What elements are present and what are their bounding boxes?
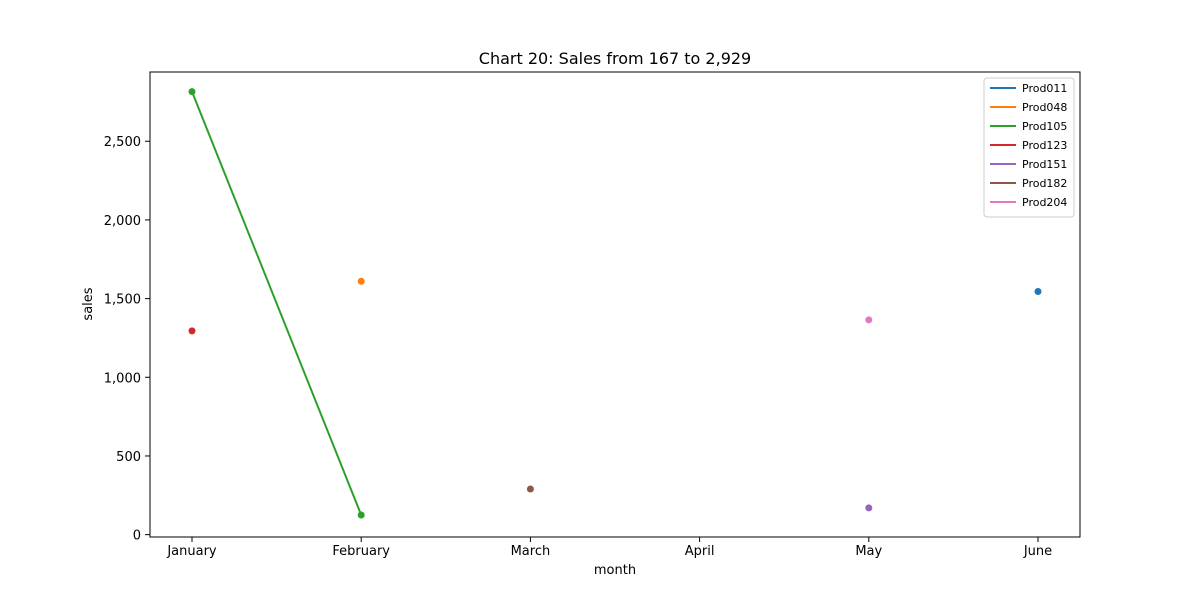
y-tick-label: 500: [116, 450, 141, 465]
legend-label: Prod011: [1022, 82, 1067, 95]
data-point-prod151: [865, 504, 873, 512]
chart-title: Chart 20: Sales from 167 to 2,929: [479, 49, 751, 68]
y-axis: 0 500 1,000 1,500 2,000 2,500: [104, 135, 150, 544]
y-tick-label: 1,500: [104, 293, 141, 308]
y-tick-label: 2,000: [104, 214, 141, 229]
data-point-prod204: [865, 316, 873, 324]
legend-label: Prod048: [1022, 101, 1067, 114]
x-tick-label: February: [332, 544, 390, 559]
x-tick-label: January: [166, 544, 217, 559]
data-point-prod105: [188, 88, 196, 96]
legend-label: Prod204: [1022, 196, 1067, 209]
x-tick-label: April: [685, 544, 715, 559]
y-tick-label: 0: [133, 529, 141, 544]
y-tick-label: 1,000: [104, 371, 141, 386]
plot-frame: [149, 71, 1081, 538]
x-axis: January February March April May June: [166, 537, 1052, 559]
legend-label: Prod182: [1022, 177, 1067, 190]
legend-label: Prod123: [1022, 139, 1067, 152]
legend: Prod011 Prod048 Prod105 Prod123 Prod151 Prod1…: [983, 77, 1075, 218]
data-point-prod105: [357, 511, 365, 519]
legend-label: Prod105: [1022, 120, 1067, 133]
series-layer: [188, 88, 1042, 519]
data-point-prod182: [526, 485, 534, 493]
series-line-prod105: [191, 91, 363, 516]
legend-label: Prod151: [1022, 158, 1067, 171]
x-tick-label: May: [855, 544, 882, 559]
x-tick-label: June: [1023, 544, 1052, 559]
x-tick-label: March: [511, 544, 551, 559]
y-axis-label: sales: [81, 287, 96, 320]
y-tick-label: 2,500: [104, 135, 141, 150]
data-point-prod011: [1034, 288, 1042, 296]
x-axis-label: month: [594, 563, 636, 578]
data-point-prod048: [357, 277, 365, 285]
data-point-prod123: [188, 327, 196, 335]
